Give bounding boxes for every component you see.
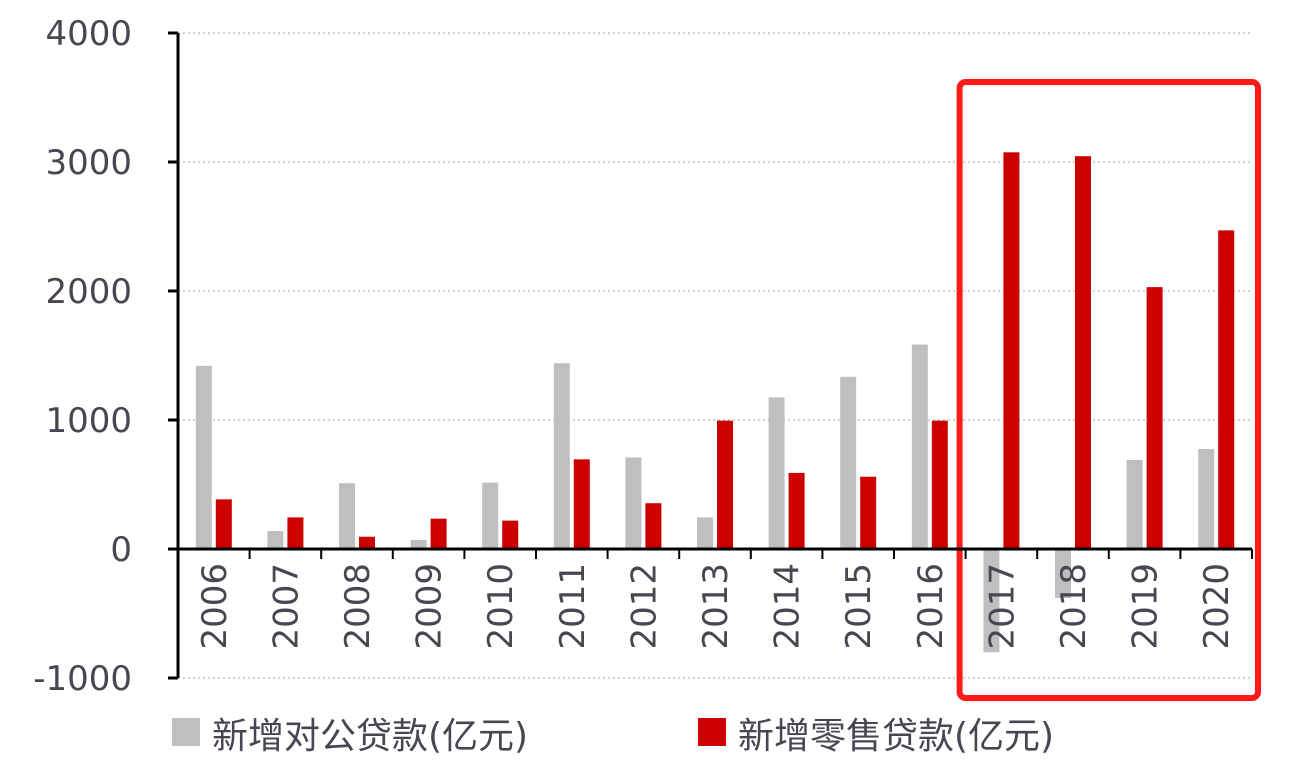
legend: 新增对公贷款(亿元) 新增零售贷款(亿元) (172, 716, 1054, 757)
bar-corporate-2017 (983, 549, 1000, 653)
bar-corporate-2009 (410, 539, 427, 549)
axes (168, 31, 1253, 680)
bar-retail-2008 (359, 536, 375, 549)
x-tick-label-2013: 2013 (696, 563, 736, 650)
x-tick-label-2007: 2007 (266, 563, 306, 650)
bar-retail-2010 (502, 520, 519, 549)
bar-corporate-2012 (625, 457, 642, 549)
x-tick-label-2008: 2008 (338, 563, 378, 650)
bar-corporate-2006 (195, 365, 212, 549)
y-tick-label-2000: 2000 (45, 272, 132, 312)
x-tick-label-2018: 2018 (1054, 563, 1094, 650)
highlight-layer (956, 79, 1261, 701)
bar-retail-2013 (717, 420, 733, 549)
bar-corporate-2007 (267, 530, 284, 549)
bar-retail-2019 (1146, 287, 1163, 549)
bar-corporate-2010 (482, 482, 499, 549)
bars (195, 152, 1235, 653)
y-tick-label--1000: -1000 (33, 659, 132, 699)
bar-corporate-2011 (553, 363, 570, 549)
y-tick-label-4000: 4000 (45, 14, 132, 54)
x-tick-label-2016: 2016 (911, 563, 951, 650)
highlight-box (956, 79, 1261, 701)
bar-corporate-2018 (1055, 549, 1071, 599)
bar-corporate-2020 (1198, 449, 1215, 549)
x-tick-label-2014: 2014 (768, 563, 808, 650)
x-tick-label-2010: 2010 (481, 563, 521, 650)
x-tick-label-2009: 2009 (410, 563, 450, 650)
legend-label-corporate: 新增对公贷款(亿元) (212, 716, 528, 757)
bar-retail-2015 (860, 476, 877, 549)
legend-swatch-corporate (172, 718, 200, 746)
legend-label-retail: 新增零售贷款(亿元) (738, 716, 1054, 757)
x-tick-label-2017: 2017 (982, 563, 1022, 650)
bar-retail-2016 (931, 420, 948, 549)
bar-retail-2018 (1075, 156, 1091, 549)
x-tick-label-2015: 2015 (839, 563, 879, 650)
legend-swatch-retail (698, 718, 726, 746)
bar-corporate-2019 (1126, 459, 1143, 549)
x-tick-label-2011: 2011 (553, 563, 593, 650)
bar-retail-2009 (430, 518, 447, 549)
bar-corporate-2013 (697, 517, 713, 549)
bar-corporate-2015 (840, 376, 857, 549)
bar-retail-2011 (573, 459, 590, 549)
x-tick-label-2020: 2020 (1197, 563, 1237, 650)
bar-corporate-2016 (911, 344, 928, 549)
y-tick-label-3000: 3000 (45, 143, 132, 183)
x-tick-label-2019: 2019 (1126, 563, 1166, 650)
bar-retail-2020 (1218, 230, 1235, 549)
x-tick-labels: 2006 2007 2008 2009 2010 2011 2012 2013 2014 2015… (195, 563, 1237, 650)
bar-retail-2012 (645, 503, 662, 549)
gridlines (178, 32, 1252, 679)
bar-retail-2006 (215, 499, 232, 549)
y-tick-label-0: 0 (110, 530, 132, 570)
bar-retail-2007 (287, 517, 304, 549)
bar-retail-2017 (1003, 152, 1020, 549)
bar-retail-2014 (788, 472, 805, 549)
bar-corporate-2008 (339, 483, 355, 549)
y-tick-labels: -1000 0 1000 2000 3000 4000 (33, 14, 132, 699)
x-tick-label-2006: 2006 (195, 563, 235, 650)
x-tick-label-2012: 2012 (624, 563, 664, 650)
bar-corporate-2014 (768, 397, 785, 549)
y-tick-label-1000: 1000 (45, 401, 132, 441)
